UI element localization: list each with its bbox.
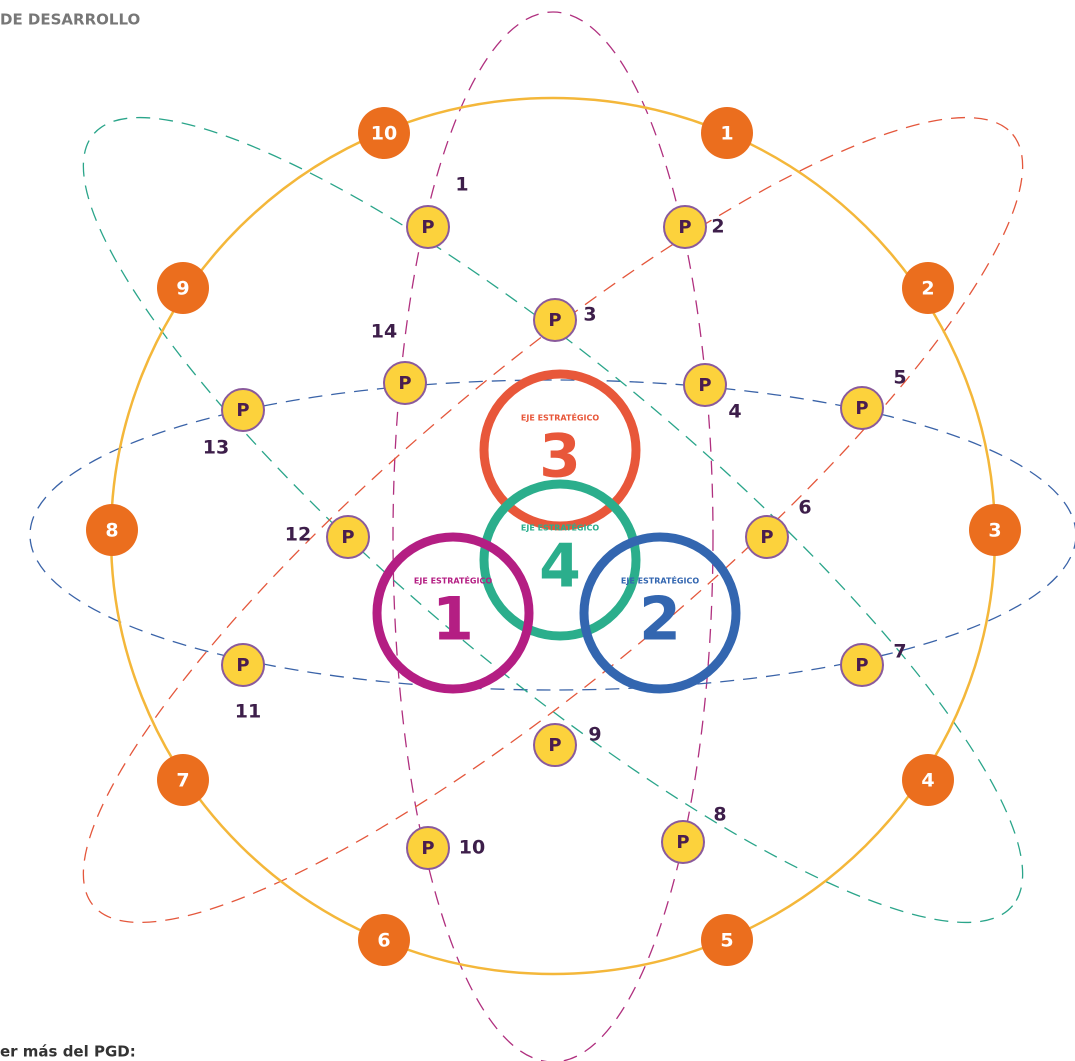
program-number: 6 [798, 497, 811, 519]
axis-number: 2 [639, 585, 681, 655]
axis-ring [479, 369, 641, 531]
program-number: 11 [235, 701, 261, 723]
axis-number: 4 [539, 532, 581, 602]
outer-node [902, 262, 954, 314]
program-number: 12 [285, 524, 311, 546]
program-label: P [421, 217, 434, 238]
program-label: P [398, 373, 411, 394]
axis-label: EJE ESTRATÉGICO [521, 522, 599, 533]
program-number: 14 [371, 321, 397, 343]
program-number: 10 [459, 837, 485, 859]
outer-node [902, 754, 954, 806]
program-number: 8 [713, 804, 726, 826]
outer-node-label: 8 [105, 520, 118, 542]
program-label: P [698, 375, 711, 396]
program-label: P [421, 838, 434, 859]
outer-node [969, 504, 1021, 556]
program-node [383, 361, 427, 405]
orbit-red [82, 116, 1024, 924]
outer-node [157, 262, 209, 314]
outer-node-label: 6 [377, 930, 390, 952]
program-node [840, 386, 884, 430]
program-label: P [341, 527, 354, 548]
program-node [683, 363, 727, 407]
axis-label: EJE ESTRATÉGICO [414, 575, 492, 586]
program-node [406, 826, 450, 870]
orbit-purple [392, 11, 714, 1061]
axis-ring [372, 532, 534, 694]
outer-node-label: 10 [371, 123, 397, 145]
program-number: 2 [711, 216, 724, 238]
program-node [533, 723, 577, 767]
axis-number: 1 [432, 585, 474, 655]
axis-label: EJE ESTRATÉGICO [621, 575, 699, 586]
program-label: P [548, 735, 561, 756]
outer-node-label: 2 [921, 278, 934, 300]
outer-node-label: 4 [921, 770, 934, 792]
program-number: 1 [455, 174, 468, 196]
axis-ring [579, 532, 741, 694]
outer-node [358, 914, 410, 966]
program-node [326, 515, 370, 559]
program-label: P [236, 655, 249, 676]
program-number: 13 [203, 437, 229, 459]
axis-number: 3 [539, 422, 581, 492]
header-subtitle: DE DESARROLLO [0, 11, 140, 29]
program-node [745, 515, 789, 559]
program-label: P [676, 832, 689, 853]
outer-node-label: 9 [176, 278, 189, 300]
program-label: P [855, 655, 868, 676]
program-node [406, 205, 450, 249]
program-label: P [236, 400, 249, 421]
outer-node-label: 3 [988, 520, 1001, 542]
outer-node [157, 754, 209, 806]
outer-node [701, 914, 753, 966]
orbit-green [82, 116, 1024, 924]
footer-text: er más del PGD: [0, 1043, 136, 1061]
outer-node [86, 504, 138, 556]
program-node [661, 820, 705, 864]
program-label: P [855, 398, 868, 419]
program-number: 4 [728, 401, 741, 423]
program-label: P [760, 527, 773, 548]
outer-node-label: 5 [720, 930, 733, 952]
program-number: 7 [893, 641, 906, 663]
outer-node-label: 1 [720, 123, 733, 145]
outer-node [701, 107, 753, 159]
program-node [840, 643, 884, 687]
program-label: P [678, 217, 691, 238]
program-number: 9 [588, 724, 601, 746]
program-label: P [548, 310, 561, 331]
program-number: 3 [583, 304, 596, 326]
program-number: 5 [893, 367, 906, 389]
program-node [221, 388, 265, 432]
axis-ring [479, 479, 641, 641]
outer-node [358, 107, 410, 159]
outer-node-label: 7 [176, 770, 189, 792]
axis-label: EJE ESTRATÉGICO [521, 412, 599, 423]
program-node [663, 205, 707, 249]
program-node [533, 298, 577, 342]
program-node [221, 643, 265, 687]
